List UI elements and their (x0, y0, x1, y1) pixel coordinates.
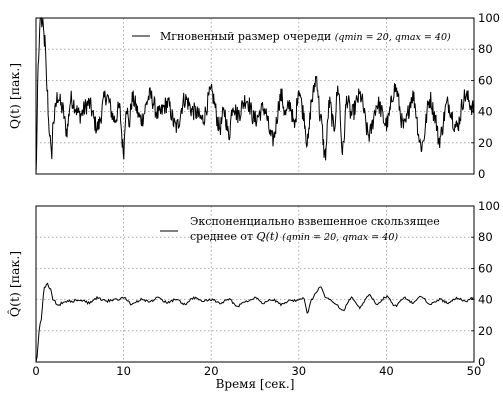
bottom-panel-y-axis-label: Q̂(t) [пак.] (7, 251, 22, 317)
bottom-x-tick-label: 50 (467, 364, 482, 378)
bottom-x-tick-label: 40 (379, 364, 394, 378)
bottom-y-tick-label: 40 (478, 293, 493, 307)
top-panel-grid (36, 18, 474, 174)
top-legend-label: Мгновенный размер очереди (qmin = 20, qm… (160, 30, 451, 43)
bottom-x-tick-label: 10 (116, 364, 131, 378)
bottom-y-tick-label: 0 (478, 355, 485, 369)
bottom-panel-ticks: 0 20 40 60 80 100 0 10 20 30 40 50 (32, 199, 500, 378)
top-panel-frame (35, 17, 475, 175)
bottom-legend-line1: Экспоненциально взвешенное скользящее (190, 215, 440, 228)
top-legend-params: (qmin = 20, qmax = 40) (335, 32, 451, 43)
ewma-series-line (35, 282, 474, 363)
bottom-legend-line2-q: Q(t) (257, 230, 279, 243)
bottom-y-tick-label: 60 (478, 261, 493, 275)
bottom-panel-legend: Экспоненциально взвешенное скользящее ср… (160, 215, 440, 243)
top-legend-main-text: Мгновенный размер очереди (160, 30, 335, 43)
bottom-x-tick-label: 30 (291, 364, 306, 378)
bottom-y-tick-label: 20 (478, 324, 493, 338)
bottom-x-tick-label: 0 (32, 364, 39, 378)
bottom-legend-params: (qmin = 20, qmax = 40) (282, 232, 398, 243)
top-y-tick-label: 60 (478, 73, 493, 87)
top-panel-legend: Мгновенный размер очереди (qmin = 20, qm… (132, 30, 451, 43)
bottom-x-tick-label: 20 (204, 364, 219, 378)
top-y-tick-label: 0 (478, 167, 485, 181)
bottom-legend-line2-main: среднее от (190, 230, 257, 243)
queue-size-series-line (35, 16, 475, 175)
top-y-tick-label: 20 (478, 136, 493, 150)
top-y-tick-label: 40 (478, 105, 493, 119)
top-y-tick-label: 80 (478, 42, 493, 56)
bottom-legend-line2: среднее от Q(t) (qmin = 20, qmax = 40) (190, 230, 398, 243)
bottom-y-tick-label: 100 (478, 199, 500, 213)
bottom-panel: 0 20 40 60 80 100 0 10 20 30 40 50 Q̂(t) [пак.] Вре… (7, 199, 500, 391)
top-panel-y-axis-label: Q(t) [пак.] (7, 63, 22, 129)
bottom-y-tick-label: 80 (478, 230, 493, 244)
bottom-panel-frame (35, 205, 475, 363)
x-axis-label: Время [сек.] (216, 377, 295, 391)
top-y-tick-label: 100 (478, 11, 500, 25)
top-panel-ticks: 0 20 40 60 80 100 (471, 11, 500, 181)
top-panel: 0 20 40 60 80 100 Q(t) [пак.] Мгновенный разм… (7, 11, 500, 181)
